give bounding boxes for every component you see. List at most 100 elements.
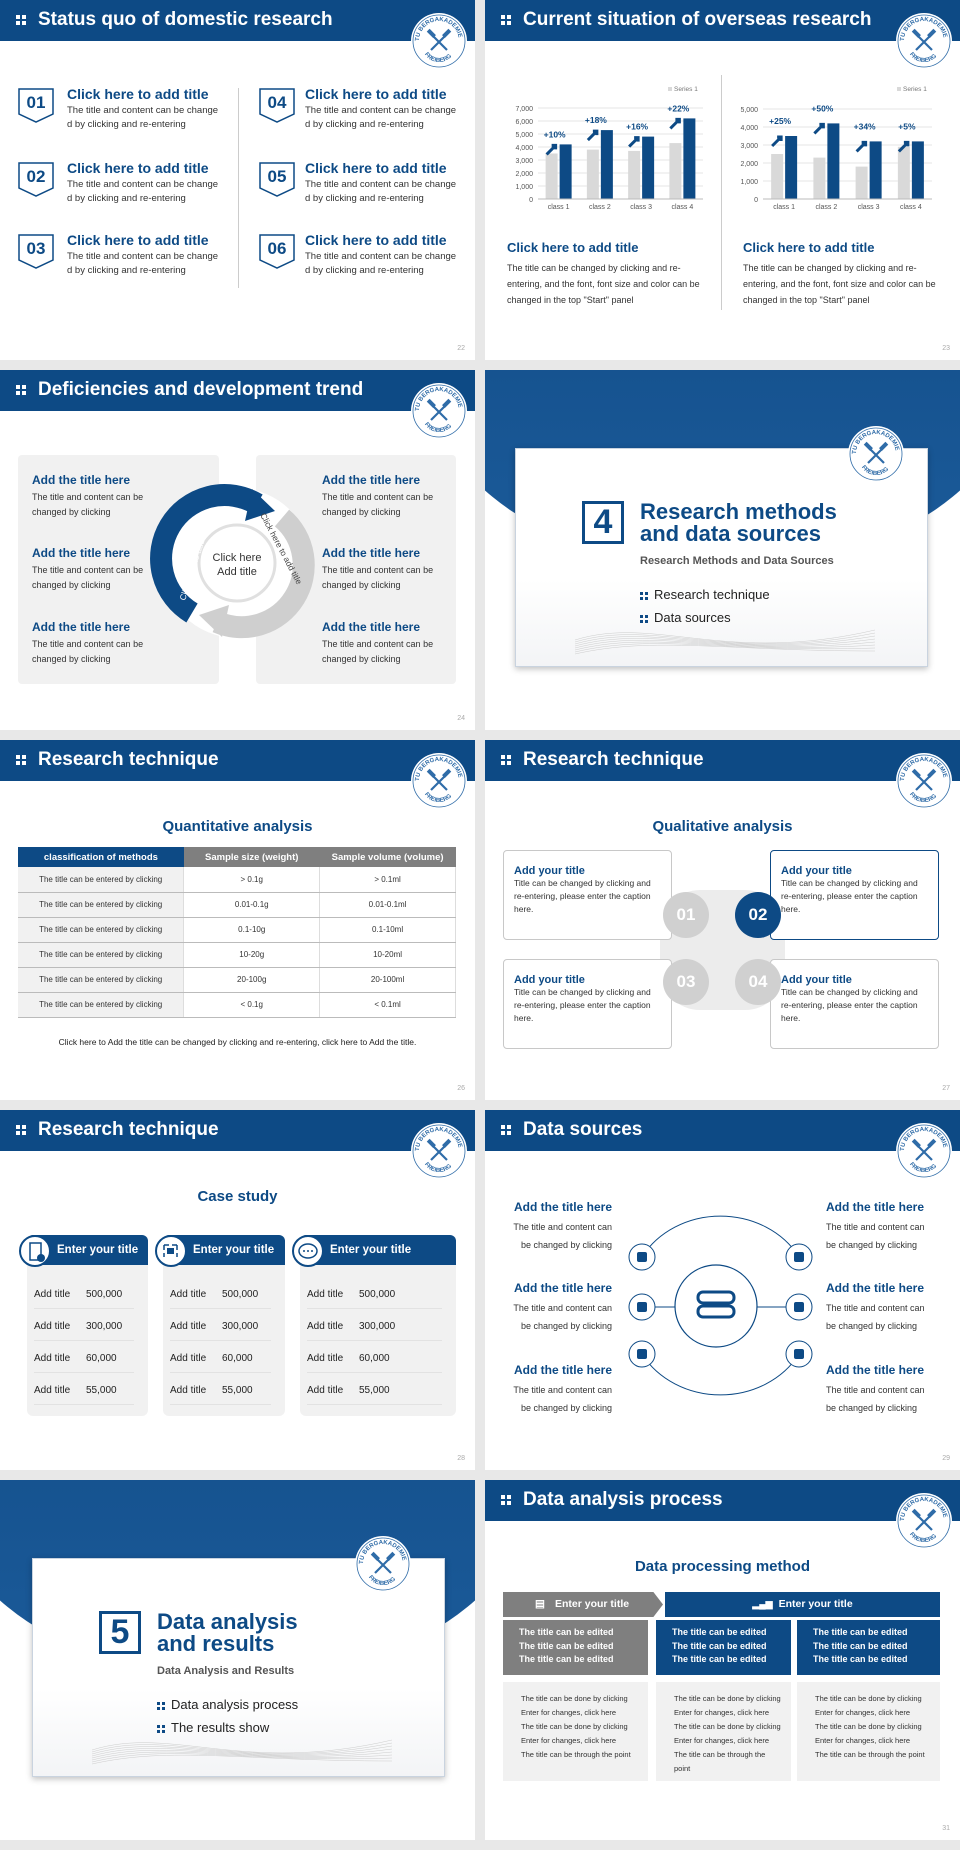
table-cell: The title can be entered by clicking xyxy=(18,967,184,993)
table-row[interactable]: The title can be entered by clicking 10-2… xyxy=(18,942,456,968)
growth-arrow-icon xyxy=(669,117,681,130)
slide-26[interactable]: Research technique TU BERGAKADEMIE FREIBER… xyxy=(0,740,475,1100)
section-bullet[interactable]: Research technique xyxy=(640,587,770,602)
item-title[interactable]: Click here to add title xyxy=(67,160,209,176)
hammer-head xyxy=(370,1551,380,1561)
source-title[interactable]: Add the title here xyxy=(826,1281,925,1295)
block-title[interactable]: Click here to add title xyxy=(743,240,875,255)
table-row[interactable]: The title can be entered by clicking 0.1-… xyxy=(18,917,456,943)
table-row[interactable]: The title can be entered by clicking 0.01… xyxy=(18,892,456,918)
caption-box[interactable]: Add your title Title can be changed by cl… xyxy=(503,959,672,1049)
bullet-label: Research technique xyxy=(654,587,770,602)
item-title[interactable]: Click here to add title xyxy=(67,232,209,248)
table-row[interactable]: The title can be entered by clicking > 0.… xyxy=(18,867,456,893)
slide-31[interactable]: Data analysis process TU BERGAKADEMIE FREI… xyxy=(485,1480,960,1840)
detail-item[interactable]: The title can be done by clicking xyxy=(815,1722,922,1731)
detail-item[interactable]: The title can be done by clicking xyxy=(815,1694,922,1703)
detail-item[interactable]: The title can be through the point xyxy=(674,1750,766,1773)
y-tick-label: 2,000 xyxy=(740,161,758,168)
caption-box[interactable]: Add your title Title can be changed by cl… xyxy=(770,850,939,940)
detail-item[interactable]: The title can be through the point xyxy=(521,1750,631,1759)
source-title[interactable]: Add the title here xyxy=(513,1281,612,1295)
detail-item[interactable]: The title can be done by clicking xyxy=(521,1722,628,1731)
slide-27[interactable]: Research technique TU BERGAKADEMIE FREIBER… xyxy=(485,740,960,1100)
item-title[interactable]: Click here to add title xyxy=(305,160,447,176)
item-title[interactable]: Click here to add title xyxy=(67,86,209,102)
header-label: Enter your title xyxy=(555,1598,630,1610)
item-title[interactable]: Add the title here xyxy=(322,620,421,634)
item-title[interactable]: Add the title here xyxy=(322,546,421,560)
source-title[interactable]: Add the title here xyxy=(513,1200,612,1214)
slide-24[interactable]: Deficiencies and development trend TU BER… xyxy=(0,370,475,730)
slide-title: Data sources xyxy=(523,1119,643,1140)
number-badge: 06 xyxy=(259,234,295,270)
detail-item[interactable]: Enter for changes, click here xyxy=(674,1708,770,1717)
detail-item[interactable]: The title can be done by clicking xyxy=(521,1694,628,1703)
caption-box[interactable]: Add your title Title can be changed by cl… xyxy=(770,959,939,1049)
qr-scan-icon xyxy=(155,1235,187,1267)
logo-ring xyxy=(356,1537,410,1591)
item-title[interactable]: Add the title here xyxy=(32,620,131,634)
source-title[interactable]: Add the title here xyxy=(826,1200,925,1214)
blue-arc xyxy=(150,484,263,623)
section-bullet[interactable]: The results show xyxy=(157,1720,269,1735)
detail-item[interactable]: Enter for changes, click here xyxy=(815,1708,911,1717)
growth-arrow-icon xyxy=(545,143,558,156)
source-title[interactable]: Add the title here xyxy=(826,1363,925,1377)
source-title[interactable]: Add the title here xyxy=(513,1363,612,1377)
section-bullet[interactable]: Data analysis process xyxy=(157,1697,298,1712)
slide-22[interactable]: Status quo of domestic research TU BERGAK… xyxy=(0,0,475,360)
header-right-bar[interactable]: ▂▄▆ Enter your title xyxy=(665,1592,940,1617)
detail-item[interactable]: Enter for changes, click here xyxy=(815,1736,911,1745)
slide-23[interactable]: Current situation of overseas research TU… xyxy=(485,0,960,360)
item-title[interactable]: Click here to add title xyxy=(305,86,447,102)
section-bullet[interactable]: Data sources xyxy=(640,610,731,625)
slide-28[interactable]: Research technique TU BERGAKADEMIE FREIBER… xyxy=(0,1110,475,1470)
case-card-title[interactable]: Enter your title xyxy=(300,1235,456,1265)
row-label: Add title xyxy=(170,1289,207,1300)
university-logo: TU BERGAKADEMIE FREIBERG xyxy=(895,1492,953,1550)
detail-item[interactable]: Enter for changes, click here xyxy=(674,1736,770,1745)
block-title[interactable]: Click here to add title xyxy=(507,240,639,255)
edited-title-box[interactable]: The title can be edited The title can be … xyxy=(503,1620,648,1675)
growth-arrow-icon xyxy=(628,136,640,148)
table-cell: < 0.1ml xyxy=(319,992,456,1018)
methods-table: classification of methods Sample size (we… xyxy=(18,847,456,1018)
grid-dots-icon xyxy=(16,1125,26,1135)
detail-item[interactable]: The title can be done by clicking xyxy=(674,1694,781,1703)
item-title[interactable]: Click here to add title xyxy=(305,232,447,248)
edited-title-box[interactable]: The title can be edited The title can be … xyxy=(797,1620,940,1675)
table-row[interactable]: The title can be entered by clicking < 0.… xyxy=(18,992,456,1018)
section-title-line2: and data sources xyxy=(640,521,821,546)
source-body: The title and content can be changed by … xyxy=(513,1222,612,1250)
item-title[interactable]: Add the title here xyxy=(32,546,131,560)
detail-item[interactable]: Enter for changes, click here xyxy=(521,1708,617,1717)
detail-item[interactable]: The title can be through the point xyxy=(815,1750,925,1759)
badge-shape xyxy=(18,234,54,269)
item-title[interactable]: Add the title here xyxy=(322,473,421,487)
edited-title-box[interactable]: The title can be edited The title can be … xyxy=(656,1620,791,1675)
table-cell: 0.1-10ml xyxy=(319,917,456,943)
hammer-head xyxy=(927,1138,937,1148)
bullet-label: Data sources xyxy=(654,610,731,625)
case-row: Add title 60,000 xyxy=(170,1345,271,1373)
block-body: The title can be changed by clicking and… xyxy=(743,263,936,305)
row-value: 500,000 xyxy=(359,1289,396,1300)
hammer-head xyxy=(426,28,436,38)
table-row[interactable]: The title can be entered by clicking 20-1… xyxy=(18,967,456,993)
slide-header: Research technique xyxy=(0,1110,475,1151)
slide-29[interactable]: Data sources TU BERGAKADEMIE FREIBERG 29 Add… xyxy=(485,1110,960,1470)
y-tick-label: 3,000 xyxy=(515,158,533,165)
detail-item[interactable]: The title can be done by clicking xyxy=(674,1722,781,1731)
bar-series-1 xyxy=(897,146,910,199)
wave-line xyxy=(92,1742,392,1754)
header-left-arrow[interactable]: ▤ Enter your title xyxy=(503,1592,663,1617)
y-tick-label: 1,000 xyxy=(740,179,758,186)
detail-item[interactable]: Enter for changes, click here xyxy=(521,1736,617,1745)
caption-box[interactable]: Add your title Title can be changed by cl… xyxy=(503,850,672,940)
item-title[interactable]: Add the title here xyxy=(32,473,131,487)
x-tick-label: class 1 xyxy=(773,204,795,211)
